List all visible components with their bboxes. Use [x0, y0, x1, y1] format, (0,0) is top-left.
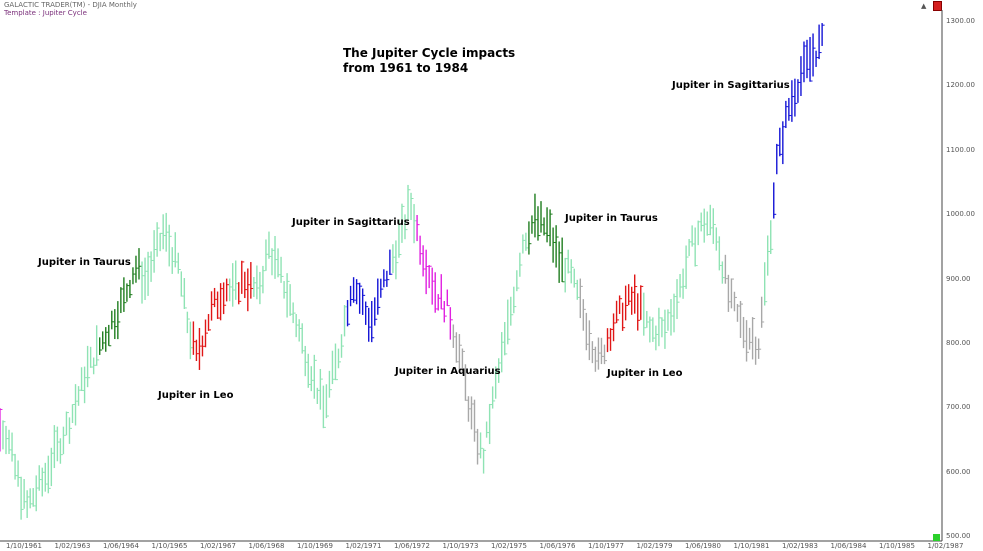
x-tick-label: 1/10/1961	[6, 542, 42, 550]
x-tick-label: 1/02/1967	[200, 542, 236, 550]
annotation-leo-1: Jupiter in Leo	[158, 390, 234, 401]
x-tick-label: 1/02/1979	[636, 542, 673, 550]
annotation-sagittarius-1: Jupiter in Sagittarius	[292, 217, 410, 228]
x-tick-label: 1/10/1977	[588, 542, 624, 550]
app-header: GALACTIC TRADER(TM) - DJIA Monthly	[4, 1, 137, 9]
x-tick-label: 1/06/1972	[394, 542, 430, 550]
x-tick-label: 1/10/1969	[297, 542, 333, 550]
status-indicator-icon	[933, 534, 940, 541]
x-tick-label: 1/06/1964	[103, 542, 139, 550]
annotation-taurus-1: Jupiter in Taurus	[38, 257, 131, 268]
y-tick-label: 1300.00	[946, 17, 975, 25]
x-tick-label: 1/06/1980	[685, 542, 721, 550]
y-tick-label: 1200.00	[946, 81, 975, 90]
template-label: Template : Jupiter Cycle	[4, 9, 87, 17]
annotation-sagittarius-2: Jupiter in Sagittarius	[672, 80, 790, 91]
price-bars	[0, 23, 825, 520]
annotation-aquarius: Jupiter in Aquarius	[395, 366, 501, 377]
y-tick-label: 1100.00	[946, 145, 975, 154]
y-tick-label: 700.00	[946, 403, 971, 412]
x-tick-label: 1/02/1975	[491, 542, 527, 550]
x-tick-label: 1/02/1983	[782, 542, 818, 550]
scroll-up-icon[interactable]: ▲	[921, 2, 927, 10]
x-tick-label: 1/06/1984	[830, 542, 867, 550]
y-tick-label: 900.00	[946, 274, 971, 283]
y-tick-label: 600.00	[946, 467, 971, 476]
annotation-leo-2: Jupiter in Leo	[607, 368, 683, 379]
x-tick-label: 1/02/1963	[54, 542, 91, 550]
x-tick-label: 1/06/1968	[248, 542, 285, 550]
x-tick-label: 1/02/1971	[345, 542, 382, 550]
x-tick-label: 1/02/1987	[927, 542, 964, 550]
title-line-2: from 1961 to 1984	[343, 61, 469, 75]
x-tick-label: 1/10/1985	[879, 542, 915, 550]
x-tick-label: 1/10/1965	[151, 542, 188, 550]
close-icon[interactable]	[933, 1, 942, 11]
y-tick-label: 500.00	[946, 532, 971, 540]
x-tick-label: 1/06/1976	[539, 542, 576, 550]
y-tick-label: 800.00	[946, 338, 971, 347]
annotation-taurus-2: Jupiter in Taurus	[565, 213, 658, 224]
y-tick-label: 1000.00	[946, 210, 975, 219]
chart-title: The Jupiter Cycle impacts from 1961 to 1…	[343, 46, 515, 76]
x-tick-label: 1/10/1973	[442, 542, 479, 550]
title-line-1: The Jupiter Cycle impacts	[343, 46, 516, 60]
x-tick-label: 1/10/1981	[733, 542, 770, 550]
